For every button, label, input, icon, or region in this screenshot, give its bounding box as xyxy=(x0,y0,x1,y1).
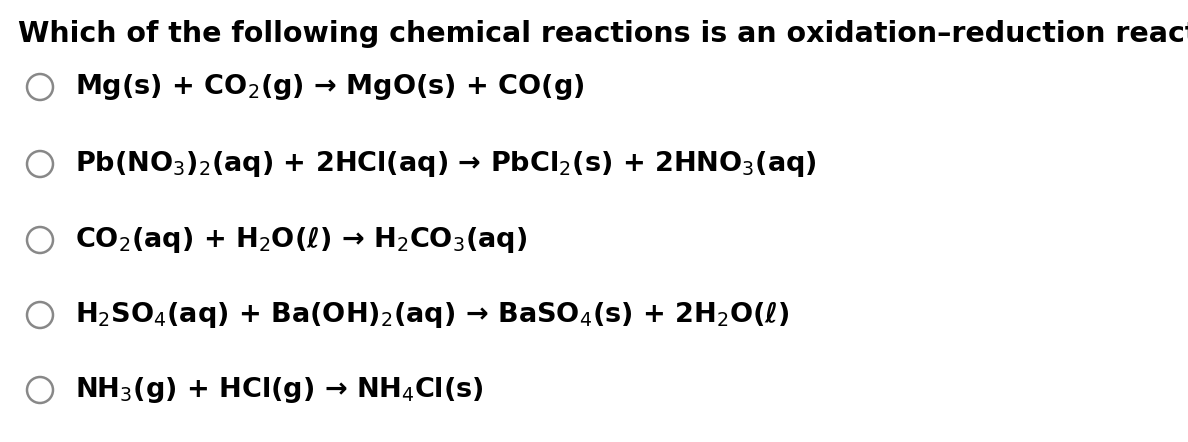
Text: Which of the following chemical reactions is an oxidation–reduction reaction?: Which of the following chemical reaction… xyxy=(18,20,1188,48)
Circle shape xyxy=(27,377,53,403)
Text: Pb(NO$_3$)$_2$(aq) + 2HCl(aq) → PbCl$_2$(s) + 2HNO$_3$(aq): Pb(NO$_3$)$_2$(aq) + 2HCl(aq) → PbCl$_2$… xyxy=(75,149,817,179)
Circle shape xyxy=(27,302,53,328)
Circle shape xyxy=(27,151,53,177)
Text: CO$_2$(aq) + H$_2$O(ℓ) → H$_2$CO$_3$(aq): CO$_2$(aq) + H$_2$O(ℓ) → H$_2$CO$_3$(aq) xyxy=(75,225,527,255)
Circle shape xyxy=(27,227,53,253)
Circle shape xyxy=(27,74,53,100)
Text: H$_2$SO$_4$(aq) + Ba(OH)$_2$(aq) → BaSO$_4$(s) + 2H$_2$O(ℓ): H$_2$SO$_4$(aq) + Ba(OH)$_2$(aq) → BaSO$… xyxy=(75,300,790,330)
Text: NH$_3$(g) + HCl(g) → NH$_4$Cl(s): NH$_3$(g) + HCl(g) → NH$_4$Cl(s) xyxy=(75,375,484,405)
Text: Mg(s) + CO$_2$(g) → MgO(s) + CO(g): Mg(s) + CO$_2$(g) → MgO(s) + CO(g) xyxy=(75,72,584,102)
